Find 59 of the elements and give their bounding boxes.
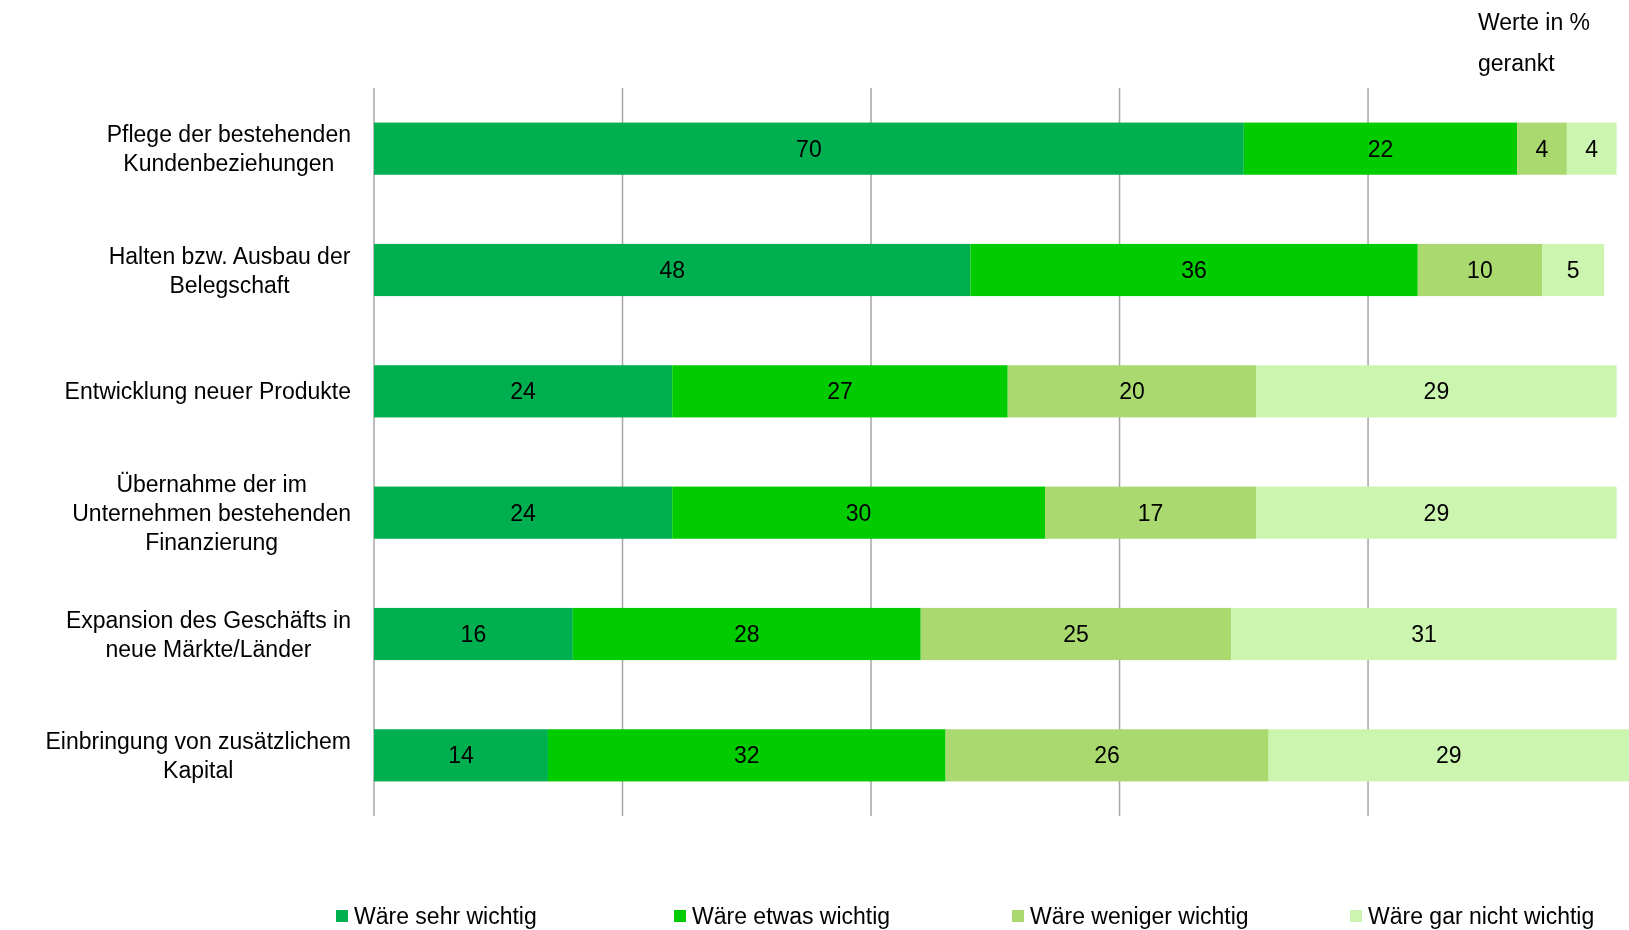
bar xyxy=(945,729,1269,782)
data-label: 4 xyxy=(1585,135,1599,162)
y-tick-label: Halten bzw. Ausbau der Belegschaft xyxy=(108,242,351,298)
data-label: 22 xyxy=(1367,135,1394,162)
legend-label: Wäre gar nicht wichtig xyxy=(1368,903,1595,930)
data-label: 24 xyxy=(510,378,537,405)
legend-label: Wäre sehr wichtig xyxy=(354,903,537,930)
data-label: 14 xyxy=(448,742,474,769)
bar xyxy=(1268,729,1629,782)
bar xyxy=(1007,365,1257,418)
data-label: 4 xyxy=(1535,135,1549,162)
y-tick-label: Einbringung von zusätzlichem Kapital xyxy=(45,727,351,783)
data-label: 5 xyxy=(1566,257,1580,284)
data-label: 25 xyxy=(1063,621,1089,648)
y-tick-label: Übernahme der im Unternehmen bestehenden Finanzierung xyxy=(72,470,351,555)
bar xyxy=(1517,122,1567,175)
data-label: 36 xyxy=(1181,257,1207,284)
data-label: 17 xyxy=(1137,499,1164,526)
bar xyxy=(920,607,1232,661)
data-label: 29 xyxy=(1436,742,1462,769)
data-label: 27 xyxy=(827,378,853,405)
bar xyxy=(374,607,573,661)
bar xyxy=(672,365,1008,418)
bar xyxy=(672,486,1045,539)
bar xyxy=(572,607,921,661)
bar xyxy=(374,122,1244,175)
data-label: 29 xyxy=(1423,378,1450,405)
data-label: 31 xyxy=(1411,621,1437,648)
data-label: 24 xyxy=(510,499,537,526)
bar xyxy=(1243,122,1518,175)
bar xyxy=(547,729,946,782)
text: Werte in % gerankt xyxy=(1478,9,1591,77)
bar xyxy=(970,243,1418,297)
data-label: 48 xyxy=(659,257,686,284)
bar xyxy=(1566,122,1617,175)
bar xyxy=(1044,486,1257,539)
legend-label: Wäre etwas wichtig xyxy=(692,903,891,930)
bar xyxy=(1256,365,1617,418)
data-label: 10 xyxy=(1467,257,1493,284)
data-label: 28 xyxy=(733,621,760,648)
data-label: 20 xyxy=(1119,378,1145,405)
data-label: 29 xyxy=(1423,499,1450,526)
y-tick-label: Entwicklung neuer Produkte xyxy=(64,378,351,405)
bar xyxy=(1256,486,1617,539)
legend-label: Wäre weniger wichtig xyxy=(1030,903,1249,930)
bar xyxy=(374,486,673,539)
bar xyxy=(374,365,673,418)
bar xyxy=(374,729,548,782)
data-label: 70 xyxy=(796,135,822,162)
data-label: 30 xyxy=(845,499,872,526)
bar xyxy=(374,243,971,297)
y-tick-label: Expansion des Geschäfts in neue Märkte/Länder xyxy=(65,606,351,662)
data-label: 16 xyxy=(460,621,487,648)
data-label: 26 xyxy=(1094,742,1120,769)
bar xyxy=(1417,243,1543,297)
bar xyxy=(1542,243,1605,297)
y-tick-label: Pflege der bestehenden Kundenbeziehungen xyxy=(106,121,352,177)
data-label: 32 xyxy=(733,742,760,769)
bar xyxy=(1231,607,1617,661)
